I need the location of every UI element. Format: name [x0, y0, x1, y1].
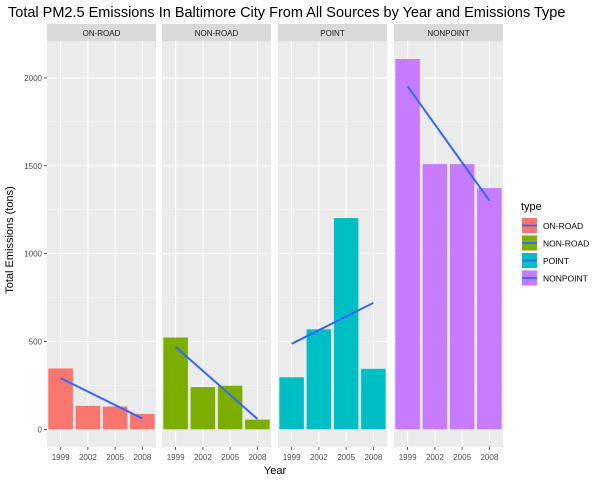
- legend-label: ON-ROAD: [543, 221, 583, 231]
- bar: [395, 58, 420, 430]
- chart-title: Total PM2.5 Emissions In Baltimore City …: [8, 5, 565, 21]
- facet-strip: [162, 24, 271, 41]
- trend-line: [291, 301, 374, 345]
- x-tick-label: 2008: [480, 453, 498, 462]
- bar: [477, 188, 502, 430]
- facet-point: POINT 1999 2002 2005 2008: [278, 24, 387, 462]
- trend-line: [60, 377, 143, 420]
- legend-title: type: [521, 201, 542, 213]
- legend-entry: ON-ROAD: [521, 217, 583, 234]
- legend-entry: POINT: [521, 252, 569, 269]
- facet-strip: [394, 24, 503, 41]
- facet-non-road: NON-ROAD 1999 2002 2005 2008: [162, 24, 271, 462]
- x-tick-label: 2005: [221, 453, 239, 462]
- legend: type ON-ROAD NON-ROAD POINT NONPOINT: [521, 201, 589, 287]
- x-tick-label: 1999: [167, 453, 185, 462]
- facet-strip-label: POINT: [320, 29, 345, 38]
- x-tick-label: 2002: [426, 453, 444, 462]
- y-tick-label: 0: [38, 425, 43, 434]
- bar: [48, 368, 73, 430]
- bar: [245, 419, 270, 430]
- facet-panels: ON-ROAD 1999 2002 2005 2008 NON-ROAD 1999 2002 2…: [47, 24, 503, 462]
- y-tick-label: 1000: [24, 250, 42, 259]
- bar: [333, 218, 359, 430]
- x-tick-label: 2005: [106, 453, 124, 462]
- bar: [163, 337, 188, 430]
- legend-entry: NONPOINT: [521, 269, 588, 287]
- facet-on-road: ON-ROAD 1999 2002 2005 2008: [47, 24, 156, 462]
- facet-strip-label: NONPOINT: [427, 29, 469, 38]
- facet-strip-label: ON-ROAD: [83, 29, 121, 38]
- y-axis-label: Total Emissions (tons): [4, 186, 16, 294]
- trend-line: [174, 346, 259, 420]
- legend-label: POINT: [543, 256, 569, 266]
- y-axis: 0 500 1000 1500 2000: [24, 74, 47, 434]
- bar: [306, 329, 332, 430]
- x-axis-label: Year: [264, 465, 287, 477]
- x-tick-label: 1999: [283, 453, 301, 462]
- bar: [422, 164, 448, 430]
- facet-strip: [47, 24, 156, 41]
- legend-entry: NON-ROAD: [521, 234, 589, 252]
- bar: [361, 368, 386, 430]
- x-tick-label: 1999: [399, 453, 417, 462]
- bar: [75, 405, 101, 430]
- x-tick-label: 2002: [79, 453, 97, 462]
- bar: [279, 377, 304, 430]
- bar: [130, 413, 155, 430]
- bar: [190, 387, 216, 430]
- bar: [217, 385, 243, 430]
- facet-strip-label: NON-ROAD: [195, 29, 239, 38]
- x-tick-label: 2008: [364, 453, 382, 462]
- x-tick-label: 2002: [310, 453, 328, 462]
- x-tick-label: 2008: [133, 453, 151, 462]
- legend-label: NONPOINT: [543, 274, 588, 284]
- y-tick-label: 2000: [24, 74, 42, 83]
- x-tick-label: 2008: [248, 453, 266, 462]
- x-tick-label: 1999: [52, 453, 70, 462]
- facet-strip: [278, 24, 387, 41]
- x-tick-label: 2005: [337, 453, 355, 462]
- x-tick-label: 2005: [453, 453, 471, 462]
- x-tick-label: 2002: [194, 453, 212, 462]
- bar: [102, 406, 128, 430]
- y-tick-label: 1500: [24, 162, 42, 171]
- trend-line: [406, 85, 491, 202]
- bar: [449, 164, 475, 430]
- legend-label: NON-ROAD: [543, 239, 589, 249]
- facet-nonpoint: NONPOINT 1999 2002 2005 2008: [394, 24, 503, 462]
- y-tick-label: 500: [29, 338, 43, 347]
